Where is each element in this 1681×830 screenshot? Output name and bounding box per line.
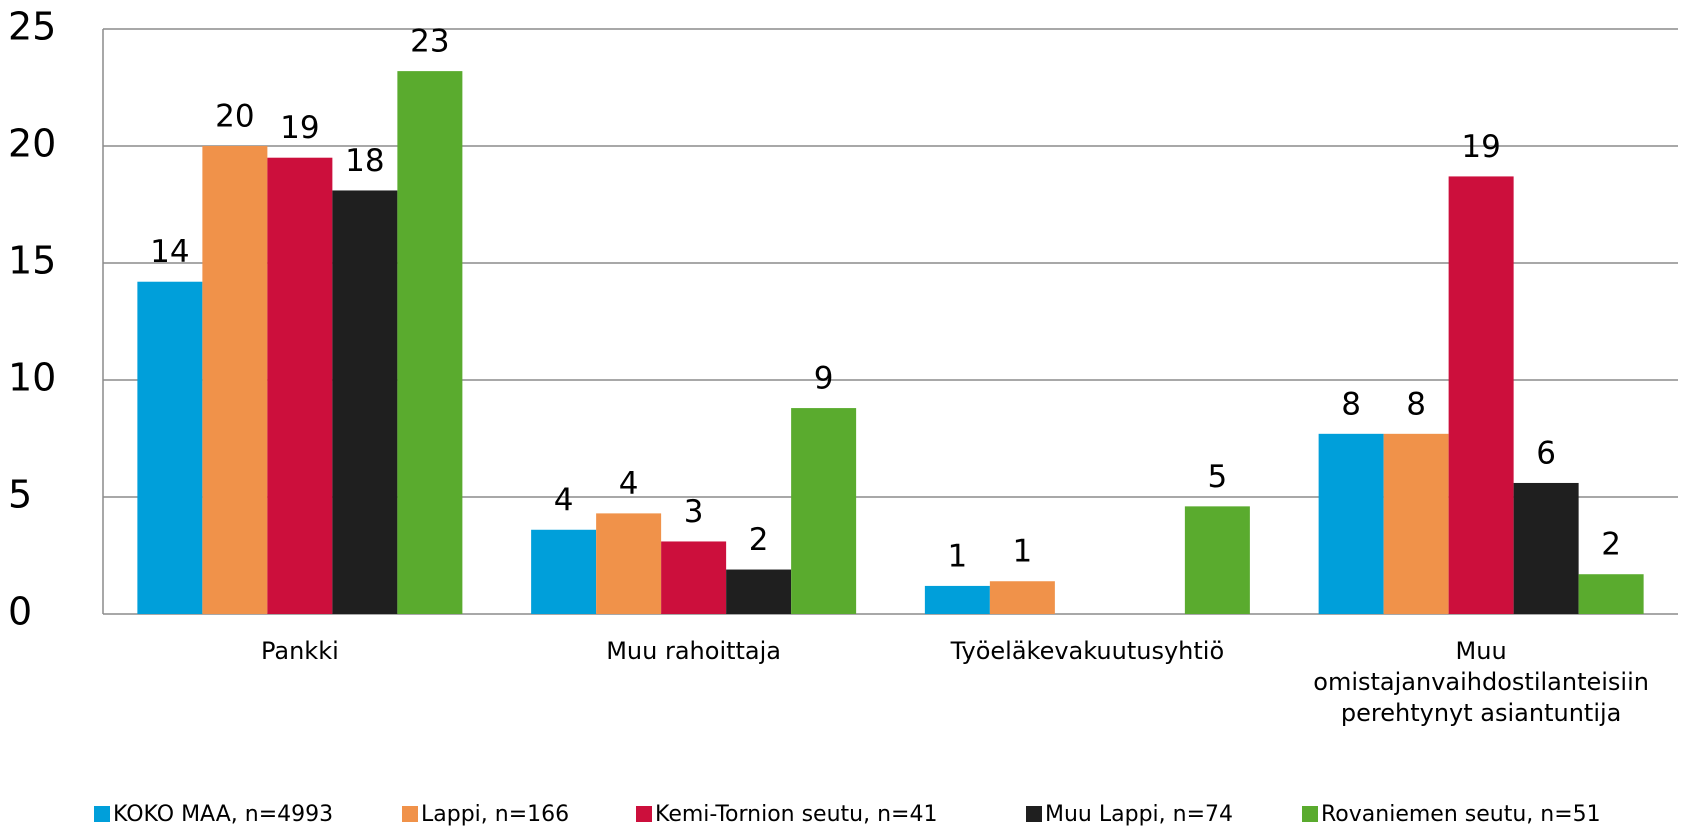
bar bbox=[531, 529, 597, 614]
x-tick-label: Pankki bbox=[261, 637, 339, 665]
bar bbox=[989, 581, 1055, 614]
data-label: 5 bbox=[1208, 459, 1228, 495]
bar bbox=[924, 585, 990, 614]
legend-swatch bbox=[94, 806, 110, 822]
bar bbox=[137, 281, 203, 614]
y-tick-label: 5 bbox=[8, 473, 32, 517]
bar bbox=[661, 541, 727, 614]
bar bbox=[791, 408, 857, 614]
legend-swatch bbox=[636, 806, 652, 822]
data-label: 2 bbox=[1601, 527, 1621, 563]
y-tick-label: 20 bbox=[8, 122, 56, 166]
data-label: 20 bbox=[215, 99, 254, 135]
bar bbox=[1513, 482, 1579, 614]
bar bbox=[726, 569, 792, 614]
bar bbox=[267, 157, 333, 614]
bar bbox=[397, 71, 463, 615]
y-tick-label: 10 bbox=[8, 356, 56, 400]
legend-swatch bbox=[1302, 806, 1318, 822]
bar bbox=[1184, 506, 1250, 614]
bar bbox=[202, 146, 268, 614]
data-label: 19 bbox=[280, 110, 319, 146]
data-label: 8 bbox=[1406, 386, 1426, 422]
legend-label: Lappi, n=166 bbox=[421, 802, 569, 827]
data-label: 19 bbox=[1461, 129, 1500, 165]
data-label: 1 bbox=[1013, 534, 1033, 570]
x-tick-label: Muu rahoittaja bbox=[606, 637, 781, 665]
data-label: 23 bbox=[410, 24, 449, 60]
y-tick-label: 15 bbox=[8, 239, 56, 283]
data-label: 9 bbox=[814, 361, 834, 397]
bar bbox=[596, 513, 662, 614]
data-label: 1 bbox=[948, 538, 968, 574]
legend-label: Rovaniemen seutu, n=51 bbox=[1321, 802, 1601, 827]
bar bbox=[332, 190, 398, 614]
bar bbox=[1448, 176, 1514, 615]
x-tick-label: Työeläkevakuutusyhtiö bbox=[950, 637, 1225, 665]
bar bbox=[1383, 433, 1449, 614]
bar bbox=[1578, 574, 1644, 614]
data-label: 2 bbox=[749, 522, 769, 558]
data-label: 18 bbox=[345, 143, 384, 179]
y-tick-label: 25 bbox=[8, 5, 56, 49]
data-label: 4 bbox=[554, 482, 574, 518]
legend-label: Muu Lappi, n=74 bbox=[1045, 802, 1233, 827]
legend-swatch bbox=[1026, 806, 1042, 822]
data-label: 4 bbox=[619, 466, 639, 502]
data-label: 3 bbox=[684, 494, 704, 530]
x-tick-label: Muu omistajanvaihdostilanteisiin perehtyny… bbox=[1313, 637, 1649, 727]
legend-label: KOKO MAA, n=4993 bbox=[113, 802, 333, 827]
data-label: 14 bbox=[150, 234, 189, 270]
data-label: 8 bbox=[1341, 386, 1361, 422]
legend-swatch bbox=[402, 806, 418, 822]
y-tick-label: 0 bbox=[8, 590, 32, 634]
legend-label: Kemi-Tornion seutu, n=41 bbox=[655, 802, 937, 827]
data-label: 6 bbox=[1536, 435, 1556, 471]
bar bbox=[1318, 433, 1384, 614]
